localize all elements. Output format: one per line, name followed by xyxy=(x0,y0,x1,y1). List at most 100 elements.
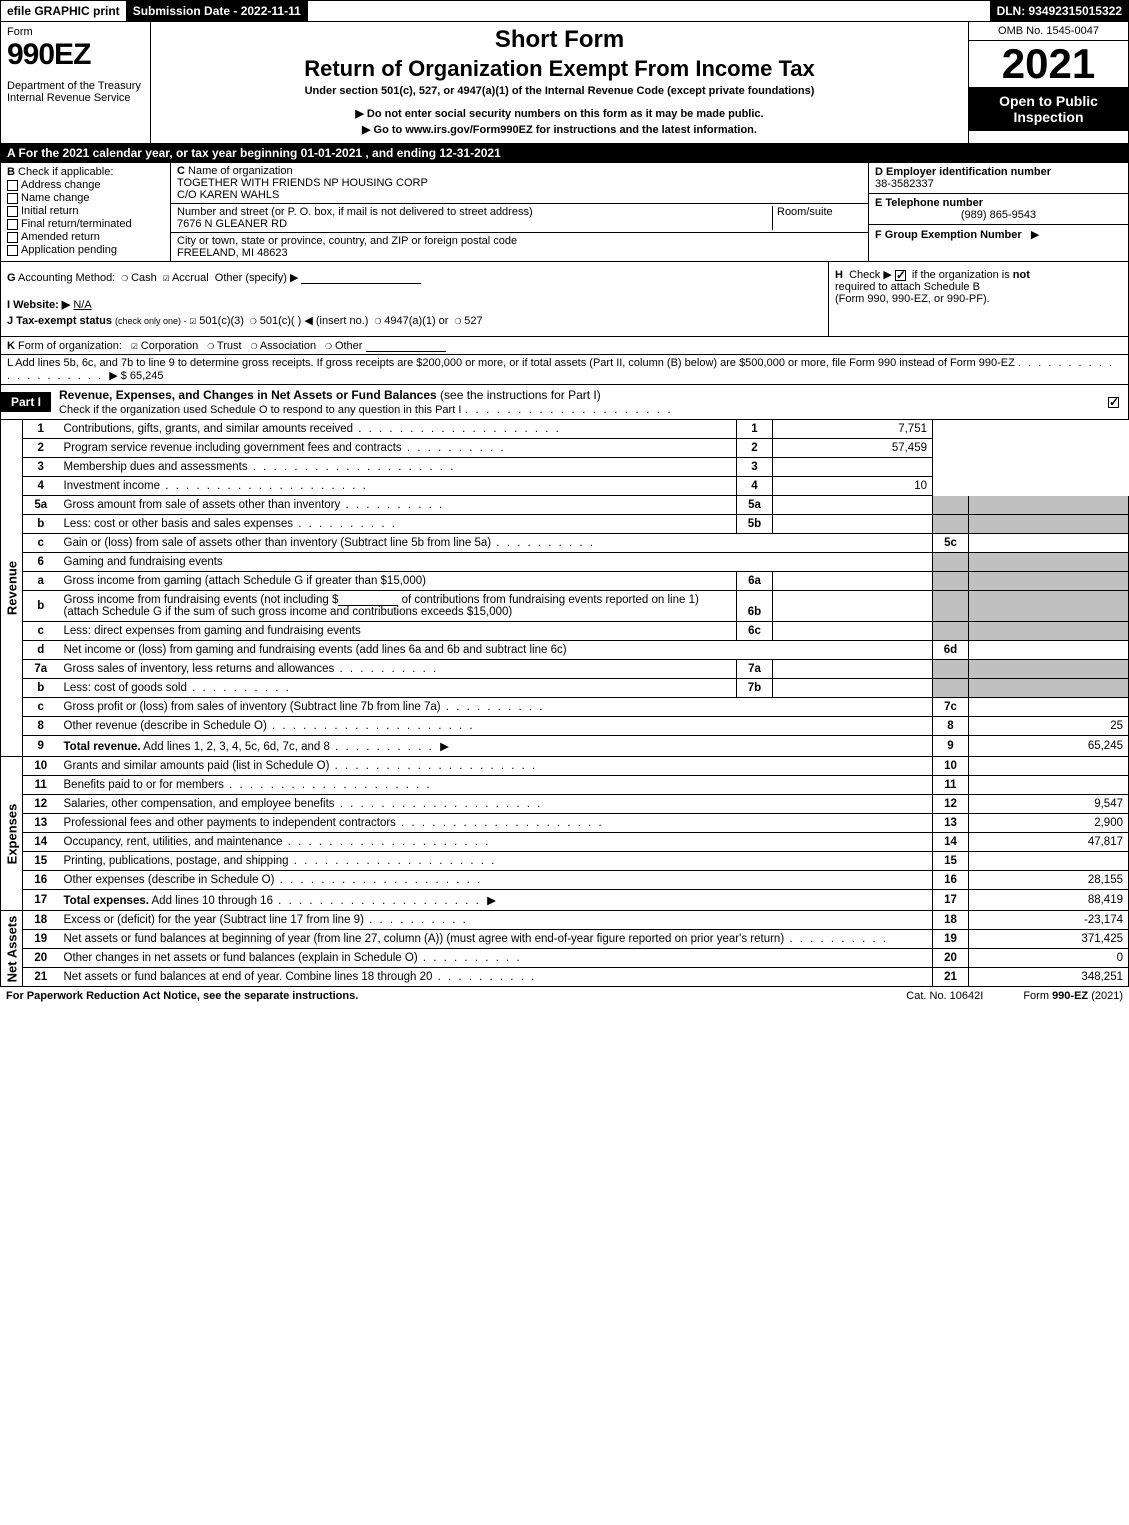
line-5c: cGain or (loss) from sale of assets othe… xyxy=(23,534,1129,553)
line-16-amount: 28,155 xyxy=(969,871,1129,890)
checkbox-final-return[interactable] xyxy=(7,219,18,230)
radio-other-org[interactable]: ❍ xyxy=(325,339,332,352)
line-9-amount: 65,245 xyxy=(969,736,1129,757)
radio-501c[interactable]: ❍ xyxy=(250,314,257,327)
line-7b: bLess: cost of goods sold7b xyxy=(23,679,1129,698)
efile-print-label[interactable]: efile GRAPHIC print xyxy=(1,1,127,21)
line-18-amount: -23,174 xyxy=(969,911,1129,930)
line-10-amount xyxy=(969,757,1129,776)
expenses-table: 10Grants and similar amounts paid (list … xyxy=(22,757,1129,911)
line-7b-amount xyxy=(773,679,933,698)
line-8: 8Other revenue (describe in Schedule O)8… xyxy=(23,717,1129,736)
checkbox-initial-return[interactable] xyxy=(7,206,18,217)
line-6d-amount xyxy=(969,641,1129,660)
line-5b-amount xyxy=(773,515,933,534)
ein-label: D Employer identification number xyxy=(875,166,1051,178)
line-2-amount: 57,459 xyxy=(773,439,933,458)
website-label: I Website: ▶ xyxy=(7,299,70,311)
line-3-amount xyxy=(773,458,933,477)
line-6b-amount xyxy=(773,591,933,622)
name-change-label: Name change xyxy=(21,192,90,204)
ein-value: 38-3582337 xyxy=(875,178,934,190)
expenses-vert-label: Expenses xyxy=(0,757,22,911)
line-15: 15Printing, publications, postage, and s… xyxy=(23,852,1129,871)
line-6b: bGross income from fundraising events (n… xyxy=(23,591,1129,622)
radio-accrual-checked[interactable]: ☑ xyxy=(163,271,170,284)
h-schedule-b: required to attach Schedule B xyxy=(835,281,980,293)
column-gij: G Accounting Method: ❍ Cash ☑ Accrual Ot… xyxy=(1,262,828,336)
label-c: C xyxy=(177,165,185,177)
line-13: 13Professional fees and other payments t… xyxy=(23,814,1129,833)
part-1-header: Part I Revenue, Expenses, and Changes in… xyxy=(0,385,1129,420)
radio-527[interactable]: ❍ xyxy=(455,314,462,327)
checkbox-name-change[interactable] xyxy=(7,193,18,204)
insert-no: ◀ (insert no.) xyxy=(304,315,368,327)
label-b: B xyxy=(7,166,15,178)
form-word: Form xyxy=(7,26,144,38)
header-left: Form 990EZ Department of the Treasury In… xyxy=(1,22,151,143)
dept-treasury: Department of the Treasury xyxy=(7,80,144,92)
line-5a-amount xyxy=(773,496,933,515)
line-7c-amount xyxy=(969,698,1129,717)
city-value: FREELAND, MI 48623 xyxy=(177,247,288,259)
omb-number: OMB No. 1545-0047 xyxy=(969,22,1128,41)
website-value: N/A xyxy=(73,299,91,311)
initial-return-label: Initial return xyxy=(21,205,78,217)
line-17-amount: 88,419 xyxy=(969,890,1129,911)
room-suite-label: Room/suite xyxy=(777,206,833,218)
subtitle-goto[interactable]: ▶ Go to www.irs.gov/Form990EZ for instru… xyxy=(157,123,962,136)
line-6: 6Gaming and fundraising events xyxy=(23,553,1129,572)
name-of-org-label: Name of organization xyxy=(188,165,293,177)
telephone-value: (989) 865-9543 xyxy=(875,209,1122,221)
line-6b-amount-inline[interactable] xyxy=(338,594,398,606)
open-public-inspection: Open to Public Inspection xyxy=(969,87,1128,131)
row-l-gross-receipts: L Add lines 5b, 6c, and 7b to line 9 to … xyxy=(0,355,1129,385)
radio-association[interactable]: ❍ xyxy=(251,339,258,352)
net-assets-vert-label: Net Assets xyxy=(0,911,22,987)
checkbox-h-checked[interactable] xyxy=(895,270,906,281)
line-6a: aGross income from gaming (attach Schedu… xyxy=(23,572,1129,591)
checkbox-address-change[interactable] xyxy=(7,180,18,191)
street-label: Number and street (or P. O. box, if mail… xyxy=(177,206,533,218)
radio-trust[interactable]: ❍ xyxy=(207,339,214,352)
header-right: OMB No. 1545-0047 2021 Open to Public In… xyxy=(968,22,1128,143)
line-5c-amount xyxy=(969,534,1129,553)
line-14-amount: 47,817 xyxy=(969,833,1129,852)
opt-4947: 4947(a)(1) or xyxy=(384,315,448,327)
section-ghij: G Accounting Method: ❍ Cash ☑ Accrual Ot… xyxy=(0,262,1129,337)
form-number: 990EZ xyxy=(7,38,144,72)
revenue-section: Revenue 1Contributions, gifts, grants, a… xyxy=(0,420,1129,757)
line-11-amount xyxy=(969,776,1129,795)
checkbox-app-pending[interactable] xyxy=(7,245,18,256)
checkbox-part1-schedule-o[interactable] xyxy=(1108,397,1119,408)
checkbox-amended-return[interactable] xyxy=(7,232,18,243)
line-6c-amount xyxy=(773,622,933,641)
tax-exempt-label: J Tax-exempt status xyxy=(7,315,112,327)
line-21: 21Net assets or fund balances at end of … xyxy=(23,968,1129,987)
line-15-amount xyxy=(969,852,1129,871)
column-b-checkboxes: B Check if applicable: Address change Na… xyxy=(1,163,171,261)
radio-cash[interactable]: ❍ xyxy=(121,271,128,284)
line-2: 2Program service revenue including gover… xyxy=(23,439,1129,458)
radio-4947[interactable]: ❍ xyxy=(375,314,382,327)
return-title: Return of Organization Exempt From Incom… xyxy=(157,56,962,82)
check-only-one: (check only one) - xyxy=(115,316,187,326)
other-specify-label: Other (specify) ▶ xyxy=(215,272,299,284)
label-h: H xyxy=(835,269,843,281)
line-14: 14Occupancy, rent, utilities, and mainte… xyxy=(23,833,1129,852)
other-specify-input[interactable] xyxy=(301,272,421,284)
short-form-title: Short Form xyxy=(157,26,962,54)
line-18: 18Excess or (deficit) for the year (Subt… xyxy=(23,911,1129,930)
org-name-value: TOGETHER WITH FRIENDS NP HOUSING CORP xyxy=(177,177,428,189)
arrow-icon: ▶ xyxy=(1031,229,1039,241)
line-1: 1Contributions, gifts, grants, and simil… xyxy=(23,420,1129,439)
line-4-amount: 10 xyxy=(773,477,933,496)
line-6a-amount xyxy=(773,572,933,591)
checkbox-501c3-checked[interactable]: ☑ xyxy=(190,314,197,327)
part-1-label: Part I xyxy=(1,392,51,412)
opt-527: 527 xyxy=(464,315,482,327)
revenue-vert-label: Revenue xyxy=(0,420,22,757)
line-21-amount: 348,251 xyxy=(969,968,1129,987)
checkbox-corporation-checked[interactable]: ☑ xyxy=(131,339,138,352)
other-org-input[interactable] xyxy=(366,340,446,352)
